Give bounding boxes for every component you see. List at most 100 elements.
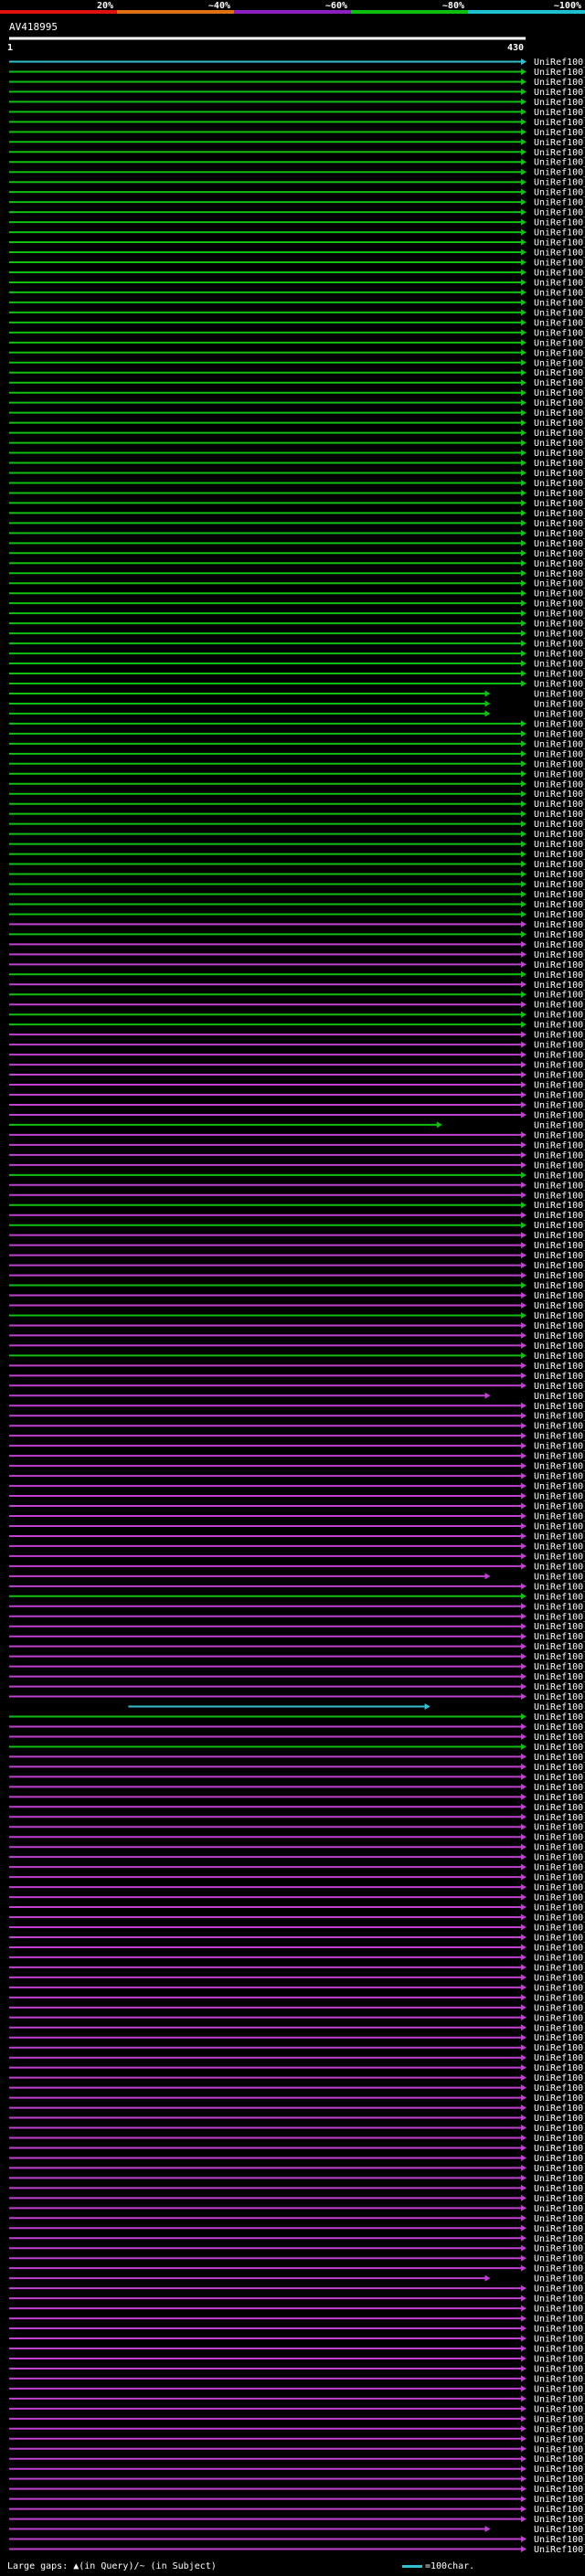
hit-label: UniRef100_B9S192 xyxy=(534,78,585,88)
hit-arrow xyxy=(521,1262,526,1269)
hit-label: UniRef100_C5Z5V4 xyxy=(534,1521,585,1532)
hit-label: UniRef100_C6TC18 xyxy=(534,58,585,68)
hit-label: UniRef100_A9PTE0 xyxy=(534,2204,585,2214)
hit-label: UniRef100_A7NW31 xyxy=(534,910,585,920)
hit-row: UniRef100_A2ZZZ0 xyxy=(9,1532,585,1542)
hit-label: UniRef100_B4FFN2 xyxy=(534,1442,585,1452)
hit-row: UniRef100_A7QV83 xyxy=(9,429,585,439)
hit-row: UniRef100_C6TCJ0 xyxy=(9,2003,585,2013)
hit-row: UniRef100_A9RMZ9 xyxy=(9,1973,585,1983)
hit-label: UniRef100_B9G5Z2 xyxy=(534,1813,585,1823)
hit-arrow xyxy=(521,640,526,647)
hit-row: UniRef100_A2XLN0 xyxy=(9,489,585,499)
hit-label: UniRef100_Q84VQ1 xyxy=(534,1823,585,1833)
hit-arrow xyxy=(521,871,526,878)
hit-label: UniRef100_A7QV81 xyxy=(534,259,585,269)
hit-row: UniRef100_P51093 xyxy=(9,2354,585,2364)
hit-arrow xyxy=(521,1182,526,1189)
hit-row: UniRef100_Q2QCZ4 xyxy=(9,1943,585,1953)
hit-arrow xyxy=(521,1873,526,1881)
hit-label: UniRef100_A7QV85 xyxy=(534,249,585,259)
hit-row: UniRef100_A2YES9 xyxy=(9,2144,585,2154)
hit-arrow xyxy=(484,710,491,717)
hit-arrow xyxy=(484,1573,491,1580)
scale-segment xyxy=(468,10,585,14)
hit-row: UniRef100_C4J8V0 xyxy=(9,1632,585,1642)
hit-label: UniRef100_A7QS15 xyxy=(534,348,585,358)
hit-row: UniRef100_B9HBW9 xyxy=(9,1412,585,1422)
hit-label: UniRef100_B9HBW9 xyxy=(534,1412,585,1422)
hit-row: UniRef100_A7PX52 xyxy=(9,68,585,78)
hit-row: UniRef100_Q94LP7 xyxy=(9,1061,585,1071)
hit-row: UniRef100_C5MYY7 xyxy=(9,1201,585,1211)
hit-label: UniRef100_C5WMV9 xyxy=(534,689,585,699)
hit-label: UniRef100_Q8LFQ6 xyxy=(534,1622,585,1632)
hit-row: UniRef100_Q9SB34 xyxy=(9,459,585,469)
hit-label: UniRef100_UP1000.. xyxy=(534,1482,585,1492)
hit-label: UniRef100_Q84KJ0 xyxy=(534,2094,585,2104)
hit-row: UniRef100_A5B476 xyxy=(9,569,585,579)
hit-label: UniRef100_C4JC55 xyxy=(534,2305,585,2315)
hit-label: UniRef100_B9HCK4 xyxy=(534,1462,585,1472)
hit-row: UniRef100_UP1000.. xyxy=(9,2414,585,2424)
hit-row: UniRef100_B9S192 xyxy=(9,78,585,88)
hit-label: UniRef100_A3C793 xyxy=(534,1091,585,1101)
hit-row: UniRef100_UP1000.. xyxy=(9,198,585,208)
scale-tick-label: ~40% xyxy=(208,1,230,11)
hit-arrow xyxy=(521,1492,526,1500)
hit-label: UniRef100_B9RSC7 xyxy=(534,599,585,610)
hit-row: UniRef100_A2ZA61 xyxy=(9,880,585,890)
hit-label: UniRef100_C6TRU0 xyxy=(534,1291,585,1301)
hit-row: UniRef100_B9G6Q0 xyxy=(9,1913,585,1924)
hit-row: UniRef100_B9T0Y5 xyxy=(9,2315,585,2325)
hit-row: UniRef100_Q2RC65 xyxy=(9,1100,585,1110)
hit-arrow xyxy=(521,429,526,437)
hit-label: UniRef100_C5X1Y7 xyxy=(534,1251,585,1261)
hit-label: UniRef100_A2WFQ4 xyxy=(534,890,585,900)
hit-arrow xyxy=(436,1121,442,1129)
hit-row: UniRef100_Q9SRH3 xyxy=(9,1602,585,1612)
hit-arrow xyxy=(521,2445,526,2453)
hit-row: UniRef100_Q8LFQ6 xyxy=(9,1622,585,1632)
hit-arrow xyxy=(521,559,526,567)
hit-label: UniRef100_Q8LAI2 xyxy=(534,1763,585,1773)
hit-row: UniRef100_A5AIU6 xyxy=(9,288,585,298)
hit-row: UniRef100_C4PGL2 xyxy=(9,2515,585,2525)
hit-label: UniRef100_C5WZM8 xyxy=(534,1392,585,1402)
hit-label: UniRef100_B9GJ31 xyxy=(534,108,585,118)
hit-label: UniRef100_B7UGO4 xyxy=(534,2274,585,2284)
hit-row: UniRef100_A2YM49 xyxy=(9,2124,585,2134)
hit-row: UniRef100_A7PGS3 xyxy=(9,679,585,689)
hit-arrow xyxy=(521,2104,526,2112)
hit-arrow xyxy=(521,890,526,897)
hit-label: UniRef100_B8AFZ4 xyxy=(534,2525,585,2535)
hit-label: UniRef100_B0ZTA6 xyxy=(534,1833,585,1843)
hit-label: UniRef100_Q6ES21 xyxy=(534,2505,585,2515)
hit-label: UniRef100_Q8GBN2 xyxy=(534,699,585,709)
hit-label: UniRef100_Q9SHG1 xyxy=(534,1692,585,1702)
hit-label: UniRef100_C5Z6S3 xyxy=(534,2264,585,2274)
hit-label: UniRef100_Q0I449 xyxy=(534,729,585,739)
hit-label: UniRef100_B9RYH1 xyxy=(534,2454,585,2465)
hit-label: UniRef100_UP1000.. xyxy=(534,378,585,388)
hit-row: UniRef100_A9PGB1 xyxy=(9,2384,585,2394)
hit-label: UniRef100_C6TEN0 xyxy=(534,1402,585,1412)
hit-row: UniRef100_Q4PK58 xyxy=(9,2194,585,2204)
hit-label: UniRef100_B9RAG7 xyxy=(534,940,585,950)
hit-label: UniRef100_C5YQQ7 xyxy=(534,1432,585,1442)
hit-label: UniRef100_Q0WSX6 xyxy=(534,449,585,459)
hit-row: UniRef100_A9NQZ2 xyxy=(9,2394,585,2404)
hit-label: UniRef100_C5Y7N6 xyxy=(534,1341,585,1352)
hit-arrow xyxy=(521,1462,526,1469)
hit-row: UniRef100_A7NW31 xyxy=(9,910,585,920)
scale-segment xyxy=(351,10,468,14)
hit-row: UniRef100_C5WSD2 xyxy=(9,1271,585,1281)
hit-label: UniRef100_A7PNQ6 xyxy=(534,2073,585,2083)
hit-row: UniRef100_Q0DE52 xyxy=(9,1743,585,1753)
hit-label: UniRef100_C4PGL2 xyxy=(534,2515,585,2525)
hit-label: UniRef100_Q4KS91 xyxy=(534,1422,585,1432)
hit-arrow xyxy=(521,489,526,496)
hit-label: UniRef100_B9S197 xyxy=(534,118,585,128)
hit-arrow xyxy=(521,1753,526,1760)
hit-label: UniRef100_Q2Z583 xyxy=(534,1863,585,1873)
